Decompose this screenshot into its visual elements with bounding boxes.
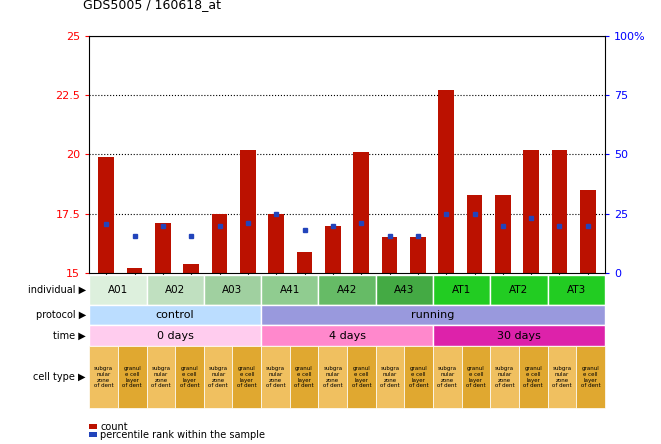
Bar <box>552 150 567 273</box>
Text: 0 days: 0 days <box>157 330 194 341</box>
Text: AT2: AT2 <box>509 285 529 295</box>
Text: granul
e cell
layer
of dent: granul e cell layer of dent <box>524 366 543 388</box>
Text: subgra
nular
zone
of dent: subgra nular zone of dent <box>380 366 400 388</box>
Text: percentile rank within the sample: percentile rank within the sample <box>100 429 266 440</box>
Bar <box>495 194 510 273</box>
Bar <box>467 194 483 273</box>
Text: granul
e cell
layer
of dent: granul e cell layer of dent <box>352 366 371 388</box>
Bar <box>155 223 171 273</box>
Text: AT3: AT3 <box>566 285 586 295</box>
Text: individual ▶: individual ▶ <box>28 285 86 295</box>
Bar <box>410 238 426 273</box>
Text: protocol ▶: protocol ▶ <box>36 310 86 320</box>
Text: cell type ▶: cell type ▶ <box>34 372 86 382</box>
Text: A02: A02 <box>165 285 185 295</box>
Text: subgra
nular
zone
of dent: subgra nular zone of dent <box>438 366 457 388</box>
Bar <box>268 214 284 273</box>
Bar <box>438 90 454 273</box>
Text: running: running <box>411 310 455 320</box>
Bar <box>580 190 596 273</box>
Text: granul
e cell
layer
of dent: granul e cell layer of dent <box>294 366 314 388</box>
Text: subgra
nular
zone
of dent: subgra nular zone of dent <box>323 366 342 388</box>
Text: granul
e cell
layer
of dent: granul e cell layer of dent <box>180 366 200 388</box>
Text: count: count <box>100 421 128 432</box>
Text: granul
e cell
layer
of dent: granul e cell layer of dent <box>580 366 600 388</box>
Text: AT1: AT1 <box>452 285 471 295</box>
Text: A42: A42 <box>337 285 357 295</box>
Bar <box>212 214 227 273</box>
Text: A43: A43 <box>394 285 414 295</box>
Text: 30 days: 30 days <box>497 330 541 341</box>
Text: A03: A03 <box>222 285 243 295</box>
Text: granul
e cell
layer
of dent: granul e cell layer of dent <box>122 366 142 388</box>
Text: granul
e cell
layer
of dent: granul e cell layer of dent <box>466 366 486 388</box>
Text: A41: A41 <box>280 285 300 295</box>
Text: granul
e cell
layer
of dent: granul e cell layer of dent <box>408 366 428 388</box>
Text: A01: A01 <box>108 285 128 295</box>
Bar <box>184 264 199 273</box>
Bar <box>325 226 340 273</box>
Bar <box>524 150 539 273</box>
Bar <box>382 238 397 273</box>
Text: control: control <box>156 310 194 320</box>
Text: time ▶: time ▶ <box>53 330 86 341</box>
Bar <box>354 152 369 273</box>
Text: subgra
nular
zone
of dent: subgra nular zone of dent <box>151 366 171 388</box>
Bar <box>98 157 114 273</box>
Text: subgra
nular
zone
of dent: subgra nular zone of dent <box>94 366 114 388</box>
Text: granul
e cell
layer
of dent: granul e cell layer of dent <box>237 366 256 388</box>
Bar <box>240 150 256 273</box>
Text: subgra
nular
zone
of dent: subgra nular zone of dent <box>208 366 228 388</box>
Bar <box>297 252 312 273</box>
Text: subgra
nular
zone
of dent: subgra nular zone of dent <box>494 366 514 388</box>
Text: 4 days: 4 days <box>329 330 366 341</box>
Bar <box>127 268 142 273</box>
Text: subgra
nular
zone
of dent: subgra nular zone of dent <box>552 366 572 388</box>
Text: GDS5005 / 160618_at: GDS5005 / 160618_at <box>83 0 221 11</box>
Text: subgra
nular
zone
of dent: subgra nular zone of dent <box>266 366 286 388</box>
